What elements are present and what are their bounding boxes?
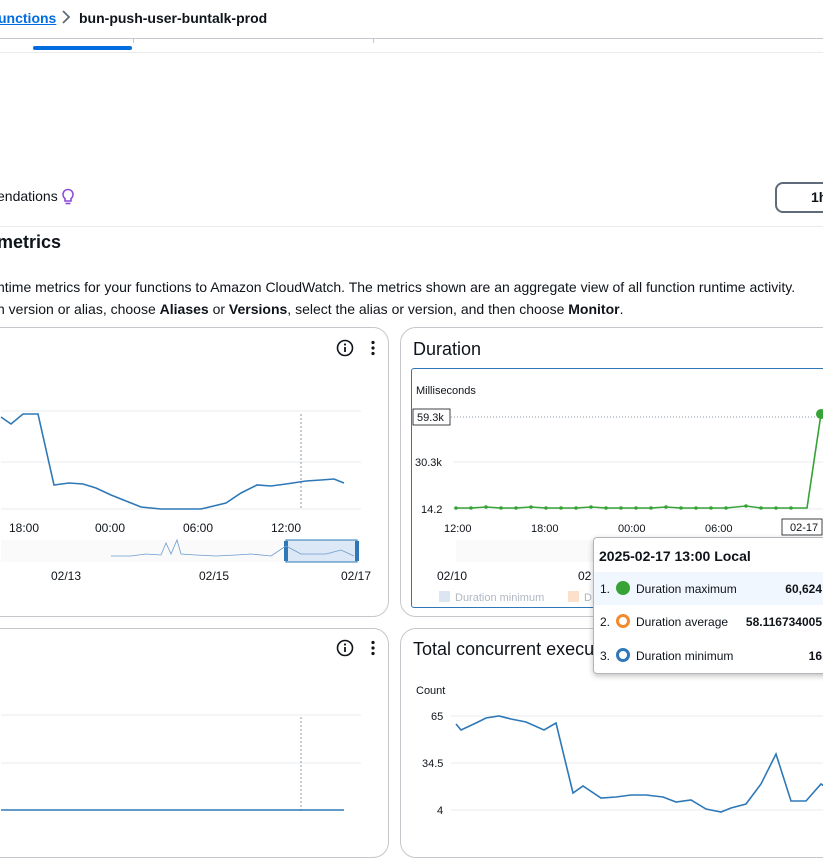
- metric-card-bottom-left: [0, 628, 389, 858]
- tooltip-row: 1. Duration maximum 60,624: [594, 572, 823, 605]
- chart-concurrent: Count 65 34.5 4: [416, 685, 823, 817]
- breadcrumb: unctions bun-push-user-buntalk-prod: [0, 0, 823, 40]
- y-tick: 4: [437, 805, 443, 817]
- navigator-tick: 02/15: [199, 569, 229, 583]
- series-marker-icon: [616, 581, 630, 595]
- navigator-tick: 02/13: [51, 569, 81, 583]
- chart-top-left: 18:00 00:00 06:00 12:00 02/13 02/15 02/1…: [0, 410, 371, 583]
- x-tick: 06:00: [183, 521, 213, 535]
- info-icon[interactable]: [336, 639, 354, 657]
- info-icon[interactable]: [336, 339, 354, 357]
- description-line: n version or alias, choose Aliases or Ve…: [0, 301, 624, 317]
- navigator-tick: 02/17: [341, 569, 371, 583]
- tab-divider: [373, 38, 374, 43]
- legend-item: D: [584, 592, 592, 604]
- row-label: Duration minimum: [636, 649, 734, 663]
- navigator-track: [1, 540, 357, 562]
- row-value: 60,624: [785, 582, 822, 596]
- tooltip-title: 2025-02-17 13:00 Local: [599, 548, 751, 564]
- navigator-handle-right: [355, 541, 359, 561]
- section-description: ntime metrics for your functions to Amaz…: [0, 276, 795, 320]
- section-title: metrics: [0, 232, 62, 252]
- y-tick: 30.3k: [415, 457, 442, 469]
- tab-active-indicator[interactable]: [33, 46, 132, 50]
- breadcrumb-current: bun-push-user-buntalk-prod: [79, 10, 268, 26]
- row-index: 3.: [600, 649, 611, 663]
- chart-tooltip: 2025-02-17 13:00 Local 1. Duration maxim…: [593, 537, 823, 674]
- x-tick: 00:00: [618, 523, 646, 535]
- legend-swatch: [568, 591, 579, 602]
- y-axis-unit: Count: [416, 685, 445, 697]
- navigator-tick: 02/10: [437, 569, 467, 583]
- navigator-line: [111, 538, 355, 557]
- y-tick: 65: [431, 711, 443, 723]
- chart-bottom-left: [1, 714, 361, 811]
- row-index: 2.: [600, 615, 611, 629]
- divider: [0, 52, 823, 53]
- x-tick-highlight: [781, 518, 823, 536]
- duration-points: [454, 504, 793, 510]
- legend-swatch: [439, 591, 450, 602]
- navigator-tick: 02: [578, 569, 592, 583]
- divider: [0, 226, 823, 227]
- description-line: ntime metrics for your functions to Amaz…: [0, 279, 796, 295]
- metric-line: [0, 413, 345, 510]
- tab-divider: [133, 38, 134, 43]
- more-vertical-icon[interactable]: [364, 339, 382, 357]
- x-tick: 12:00: [271, 521, 301, 535]
- navigator-window: [285, 539, 358, 563]
- x-tick: 12:00: [444, 523, 472, 535]
- tooltip-row: 2. Duration average 58.116734005: [594, 605, 823, 638]
- tooltip-row: 3. Duration minimum 16: [594, 639, 823, 672]
- lightbulb-icon[interactable]: [60, 188, 76, 206]
- y-tick-highlight: [412, 408, 451, 426]
- recommendations-label[interactable]: endations: [0, 188, 58, 204]
- more-vertical-icon[interactable]: [364, 639, 382, 657]
- x-tick: 18:00: [9, 521, 39, 535]
- card-title: Total concurrent execu: [413, 639, 595, 659]
- chevron-right-icon: [60, 9, 72, 28]
- tab-bar-divider: [0, 38, 823, 39]
- x-tick: 18:00: [531, 523, 559, 535]
- x-tick: 02-17: [790, 522, 818, 534]
- row-label: Duration average: [636, 615, 729, 629]
- x-tick: 00:00: [95, 521, 125, 535]
- row-value: 58.116734005: [745, 615, 822, 629]
- row-value: 16: [808, 649, 822, 663]
- hover-point: [816, 409, 823, 419]
- metric-card-top-left: 18:00 00:00 06:00 12:00 02/13 02/15 02/1…: [0, 327, 389, 617]
- legend-item: Duration minimum: [455, 592, 544, 604]
- navigator-handle-left: [284, 541, 288, 561]
- time-range-button[interactable]: 1h: [775, 182, 823, 213]
- breadcrumb-functions-link[interactable]: unctions: [0, 10, 57, 26]
- y-tick: 34.5: [422, 758, 443, 770]
- series-marker-icon: [616, 614, 630, 628]
- duration-maximum-line: [456, 411, 823, 509]
- row-label: Duration maximum: [636, 582, 737, 596]
- y-axis-unit: Milliseconds: [416, 385, 476, 397]
- y-tick: 14.2: [421, 504, 442, 516]
- card-title: Duration: [413, 339, 482, 359]
- series-marker-icon: [616, 648, 630, 662]
- x-tick: 06:00: [705, 523, 733, 535]
- row-index: 1.: [600, 582, 611, 596]
- metric-line: [455, 715, 823, 813]
- y-tick: 59.3k: [417, 412, 444, 424]
